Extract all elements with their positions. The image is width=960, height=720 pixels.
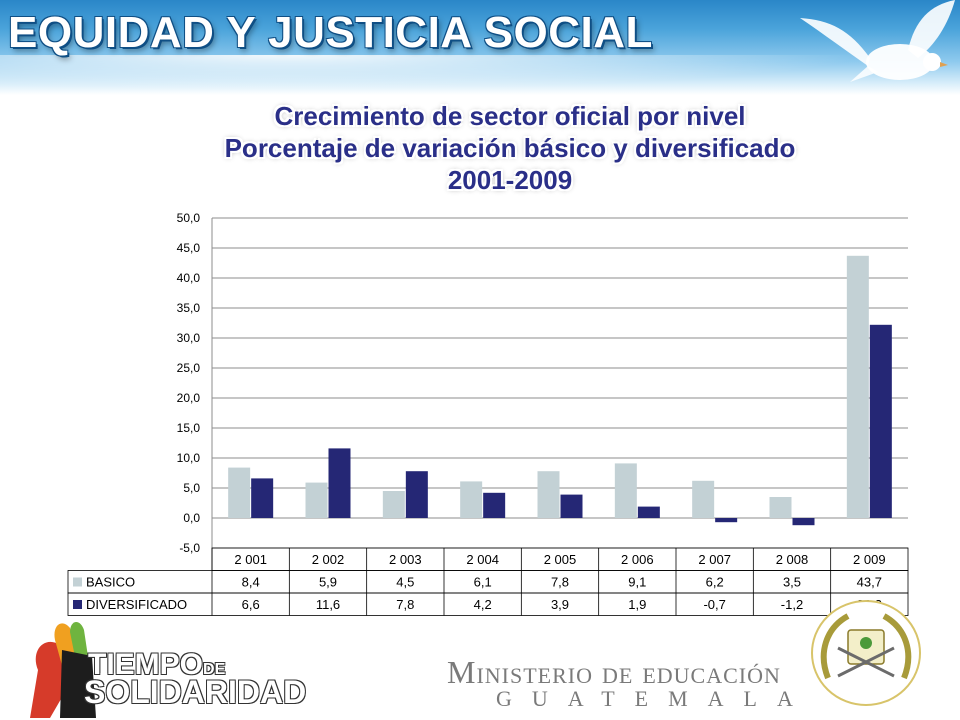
header-swirl xyxy=(0,55,960,95)
data-label-basico-2: 4,5 xyxy=(396,575,414,590)
data-label-basico-5: 9,1 xyxy=(628,575,646,590)
x-category-label: 2 009 xyxy=(853,552,886,567)
x-category-label: 2 008 xyxy=(776,552,809,567)
x-category-label: 2 004 xyxy=(466,552,499,567)
bar-basico-4 xyxy=(537,471,560,518)
y-tick-label: 40,0 xyxy=(177,271,201,285)
y-tick-label: 25,0 xyxy=(177,361,201,375)
y-tick-label: 45,0 xyxy=(177,241,201,255)
legend-swatch-basico xyxy=(73,577,82,587)
data-label-diversificado-4: 3,9 xyxy=(551,597,569,612)
legend-label-diversificado: DIVERSIFICADO xyxy=(86,597,187,612)
data-label-diversificado-7: -1,2 xyxy=(781,597,803,612)
x-category-label: 2 002 xyxy=(312,552,345,567)
logo-solidaridad: SOLIDARIDAD xyxy=(84,674,307,710)
chart-title-line-3: 2001-2009 xyxy=(447,165,573,195)
bar-diversificado-6 xyxy=(715,518,738,523)
x-category-label: 2 006 xyxy=(621,552,654,567)
bar-basico-2 xyxy=(382,491,405,518)
bar-basico-7 xyxy=(769,497,792,518)
chart-title-line-1: Crecimiento de sector oficial por nivel xyxy=(274,101,746,131)
chart-title-line-2: Porcentaje de variación básico y diversi… xyxy=(224,133,796,163)
data-label-diversificado-0: 6,6 xyxy=(242,597,260,612)
bar-diversificado-8 xyxy=(869,324,892,518)
data-label-basico-0: 8,4 xyxy=(242,575,260,590)
y-tick-label: -5,0 xyxy=(179,541,200,555)
bar-diversificado-4 xyxy=(560,494,583,518)
bar-basico-5 xyxy=(614,463,637,518)
hands-logo-icon xyxy=(30,621,96,718)
data-label-basico-4: 7,8 xyxy=(551,575,569,590)
bar-basico-1 xyxy=(305,482,328,518)
footer: TIEMPODE SOLIDARIDAD xyxy=(0,610,960,720)
country-name: GUATEMALA xyxy=(496,686,813,711)
data-label-diversificado-3: 4,2 xyxy=(474,597,492,612)
bar-basico-0 xyxy=(228,467,251,518)
data-table: 2 001 2 002 2 003 2 004 2 005 2 006 2 007 2 008… xyxy=(67,547,909,616)
bar-diversificado-1 xyxy=(328,448,351,518)
ministry-name: Ministerio de educación xyxy=(447,654,781,690)
y-tick-label: 10,0 xyxy=(177,451,201,465)
data-label-basico-3: 6,1 xyxy=(474,575,492,590)
logo-de-text: DE xyxy=(203,661,226,678)
data-label-basico-1: 5,9 xyxy=(319,575,337,590)
data-label-basico-8: 43,7 xyxy=(857,575,882,590)
dove-icon xyxy=(800,0,955,82)
bar-basico-3 xyxy=(460,481,483,518)
data-label-diversificado-6: -0,7 xyxy=(703,597,725,612)
x-category-label: 2 001 xyxy=(234,552,267,567)
table-row-border xyxy=(67,592,909,616)
chart-title: Crecimiento de sector oficial por nivel … xyxy=(140,100,880,196)
data-label-diversificado-1: 11,6 xyxy=(316,597,340,612)
data-label-diversificado-5: 1,9 xyxy=(628,597,646,612)
logo-tiempo-text: TIEMPO xyxy=(88,648,204,681)
bar-basico-8 xyxy=(846,255,869,519)
data-label-diversificado-2: 7,8 xyxy=(396,597,414,612)
x-category-label: 2 005 xyxy=(544,552,577,567)
bar-diversificado-3 xyxy=(483,492,506,518)
bar-basico-6 xyxy=(692,480,715,518)
x-category-label: 2 003 xyxy=(389,552,422,567)
data-label-basico-6: 6,2 xyxy=(706,575,724,590)
y-tick-label: 30,0 xyxy=(177,331,201,345)
y-tick-label: 0,0 xyxy=(183,511,200,525)
y-axis: -5,0 0,0 5,0 10,0 15,0 20,0 25,0 30,0 35,0 40,0 45… xyxy=(177,211,213,555)
bar-diversificado-2 xyxy=(405,471,428,518)
y-tick-label: 20,0 xyxy=(177,391,201,405)
x-category-label: 2 007 xyxy=(698,552,731,567)
page-title: EQUIDAD Y JUSTICIA SOCIAL xyxy=(8,8,653,57)
logo-tiempo: TIEMPODE xyxy=(88,648,225,682)
data-label-basico-7: 3,5 xyxy=(783,575,801,590)
bar-diversificado-0 xyxy=(251,478,274,518)
header-banner xyxy=(0,0,960,95)
legend-label-basico: BASICO xyxy=(86,575,135,590)
y-tick-label: 15,0 xyxy=(177,421,201,435)
bar-diversificado-5 xyxy=(637,506,660,518)
y-tick-label: 5,0 xyxy=(183,481,200,495)
bar-diversificado-7 xyxy=(792,518,815,526)
chart-bars xyxy=(228,255,892,526)
y-tick-label: 35,0 xyxy=(177,301,201,315)
y-tick-label: 50,0 xyxy=(177,211,201,225)
legend-swatch-diversificado xyxy=(73,600,82,609)
coat-of-arms-icon xyxy=(811,600,921,706)
footer-art xyxy=(30,621,96,718)
